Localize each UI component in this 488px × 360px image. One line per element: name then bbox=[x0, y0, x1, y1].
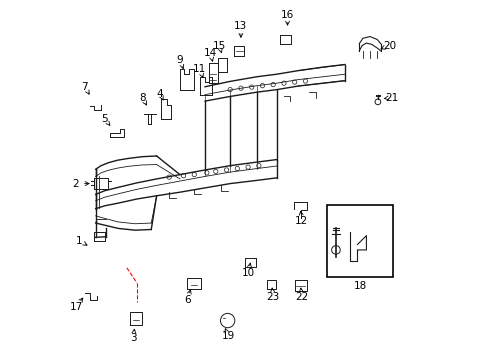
Text: 2: 2 bbox=[73, 179, 79, 189]
Text: 12: 12 bbox=[295, 216, 308, 226]
Text: 8: 8 bbox=[139, 93, 145, 103]
Text: 4: 4 bbox=[157, 89, 163, 99]
Text: 14: 14 bbox=[203, 48, 217, 58]
Bar bbox=[326, 205, 392, 277]
Text: 19: 19 bbox=[221, 331, 235, 341]
Text: 10: 10 bbox=[241, 268, 254, 278]
Text: 15: 15 bbox=[212, 41, 225, 50]
Text: 18: 18 bbox=[353, 281, 366, 291]
Text: 11: 11 bbox=[193, 64, 206, 74]
Text: 5: 5 bbox=[101, 114, 108, 124]
Text: 17: 17 bbox=[69, 302, 82, 312]
Text: 16: 16 bbox=[280, 10, 294, 20]
Text: 21: 21 bbox=[384, 93, 397, 103]
Text: 6: 6 bbox=[183, 295, 190, 305]
Text: 22: 22 bbox=[295, 292, 308, 302]
Text: 23: 23 bbox=[266, 292, 279, 302]
Text: 1: 1 bbox=[76, 236, 82, 246]
Text: 20: 20 bbox=[383, 41, 395, 50]
Text: 13: 13 bbox=[234, 21, 247, 31]
Text: 3: 3 bbox=[130, 333, 136, 343]
Text: 9: 9 bbox=[176, 55, 183, 65]
Text: 7: 7 bbox=[81, 82, 88, 92]
